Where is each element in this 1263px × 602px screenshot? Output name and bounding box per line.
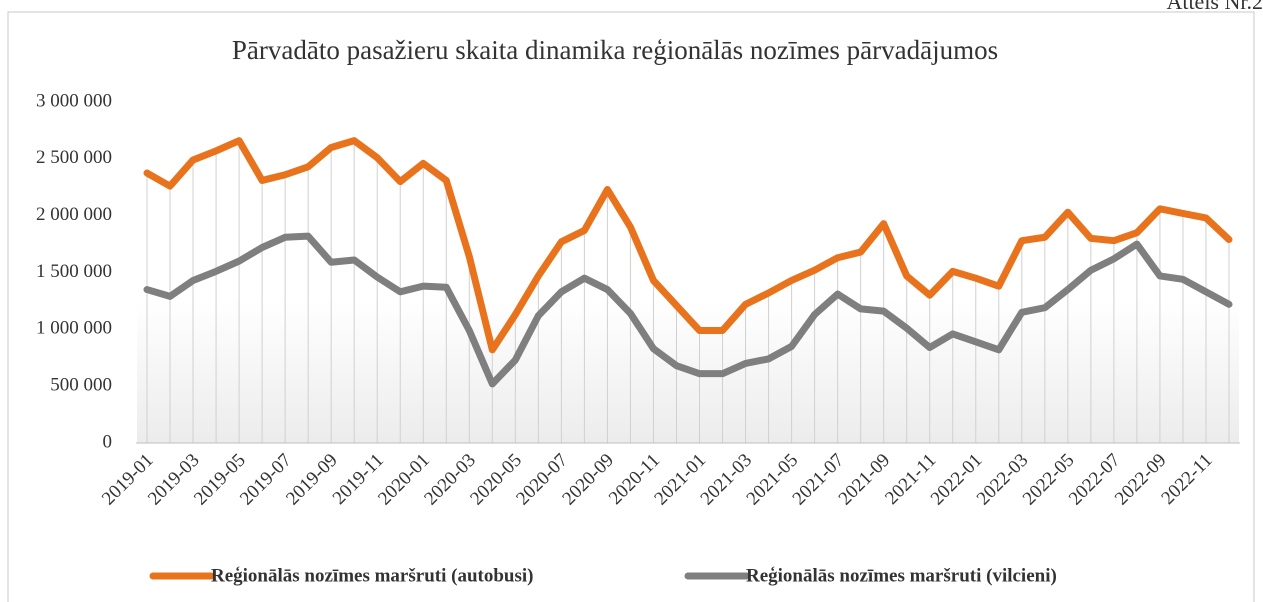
y-tick-label: 2 000 000 xyxy=(36,204,112,225)
series-line xyxy=(143,137,1233,354)
legend-label: Reģionālās nozīmes maršruti (autobusi) xyxy=(211,565,533,586)
x-tick-label: 2021-09 xyxy=(835,450,895,510)
chart-border xyxy=(7,11,1255,602)
y-tick-label: 500 000 xyxy=(50,375,112,396)
y-tick-label: 0 xyxy=(103,431,113,452)
x-tick-label: 2022-11 xyxy=(1157,450,1216,509)
y-tick-label: 1 000 000 xyxy=(36,318,112,339)
x-tick-label: 2022-09 xyxy=(1111,450,1171,510)
y-tick-label: 1 500 000 xyxy=(36,261,112,282)
caption: Attēls Nr.2 xyxy=(1166,0,1263,14)
series-line xyxy=(143,232,1233,388)
x-tick-label: 2019-09 xyxy=(282,450,342,510)
x-tick-label: 2020-09 xyxy=(558,450,618,510)
chart-title: Pārvadāto pasažieru skaita dinamika reģi… xyxy=(232,35,998,65)
legend-label: Reģionālās nozīmes maršruti (vilcieni) xyxy=(746,565,1057,586)
y-tick-label: 2 500 000 xyxy=(36,147,112,168)
y-tick-label: 3 000 000 xyxy=(36,90,112,111)
